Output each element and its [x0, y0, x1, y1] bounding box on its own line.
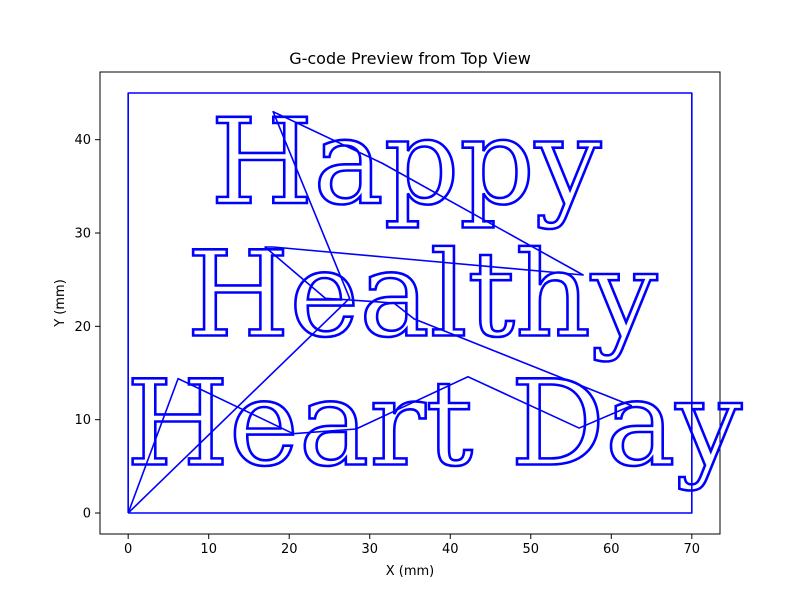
y-tick-label: 20 [74, 320, 91, 335]
x-tick-label: 60 [603, 542, 620, 557]
y-tick-label: 10 [74, 413, 91, 428]
x-axis-label: X (mm) [386, 564, 435, 579]
series-line-0 [127, 92, 693, 514]
x-tick-label: 70 [684, 542, 701, 557]
toolpath-text-1: Healthy [187, 226, 658, 364]
y-tick-label: 40 [74, 133, 91, 148]
toolpath-text-0: Happy [210, 93, 601, 231]
x-tick-label: 40 [442, 542, 459, 557]
x-tick-label: 0 [124, 542, 132, 557]
y-axis-ticks: 0 10 20 30 40 [74, 133, 100, 522]
plot-area [99, 71, 721, 535]
chart-title: G-code Preview from Top View [289, 49, 531, 68]
y-tick-label: 30 [74, 227, 91, 242]
series-line-1 [127, 110, 633, 514]
x-tick-label: 50 [523, 542, 540, 557]
x-tick-label: 30 [361, 542, 378, 557]
x-tick-label: 20 [281, 542, 298, 557]
x-tick-label: 10 [200, 542, 217, 557]
y-tick-label: 0 [83, 507, 91, 522]
y-axis-label: Y (mm) [53, 279, 68, 328]
toolpath-text-2: Heart Day [126, 354, 742, 492]
x-axis-ticks: 0 10 20 30 40 50 60 70 [124, 534, 700, 557]
